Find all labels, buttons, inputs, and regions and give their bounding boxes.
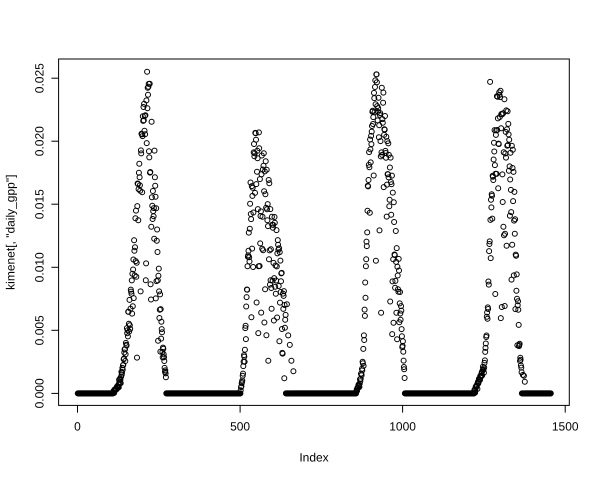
svg-text:0.015: 0.015 xyxy=(33,189,47,219)
svg-text:0: 0 xyxy=(74,420,81,434)
svg-text:1500: 1500 xyxy=(552,420,579,434)
svg-text:kimenet[, "daily_gpp"]: kimenet[, "daily_gpp"] xyxy=(4,175,18,290)
svg-text:500: 500 xyxy=(230,420,250,434)
svg-text:0.020: 0.020 xyxy=(33,126,47,156)
svg-text:Index: Index xyxy=(299,450,328,464)
svg-text:0.000: 0.000 xyxy=(33,378,47,408)
svg-text:1000: 1000 xyxy=(389,420,416,434)
svg-text:0.005: 0.005 xyxy=(33,315,47,345)
svg-text:0.010: 0.010 xyxy=(33,252,47,282)
svg-text:0.025: 0.025 xyxy=(33,63,47,93)
